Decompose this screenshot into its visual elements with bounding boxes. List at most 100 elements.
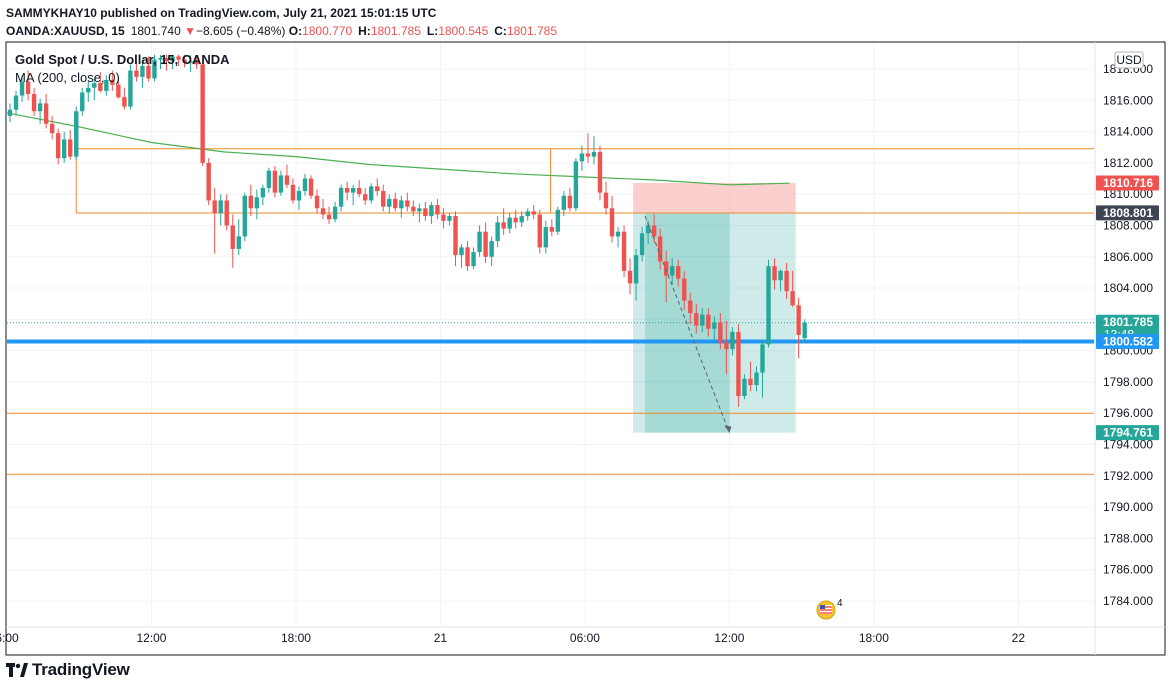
open-value: 1800.770: [302, 24, 353, 38]
candle-body: [272, 170, 278, 193]
candle-body: [236, 236, 241, 249]
candle-body: [61, 139, 67, 159]
time-axis[interactable]: 6:00 12:00 18:00 21 06:00 12:00 18:00 22: [0, 631, 1025, 645]
candle-down: [326, 206, 332, 224]
candle-down: [164, 54, 169, 71]
candle-down: [224, 194, 229, 231]
candle-up: [399, 195, 404, 218]
candle-body: [104, 79, 109, 91]
candle-body: [296, 191, 302, 201]
candle-up: [74, 106, 79, 160]
candle-body: [19, 81, 25, 96]
price-badge-label: 1800.582: [1103, 335, 1153, 349]
down-arrow-icon: ▼: [184, 24, 196, 38]
candle-body: [116, 84, 121, 98]
candle-up: [573, 158, 579, 212]
candle-body: [736, 331, 741, 397]
close-value: 1801.785: [506, 24, 557, 38]
legend-indicator: MA (200, close, 0): [15, 70, 120, 85]
time-tick-label: 12:00: [136, 631, 166, 645]
candle-body: [742, 378, 747, 397]
candle-down: [790, 270, 795, 307]
candle-down: [176, 54, 181, 66]
candle-down: [381, 184, 386, 212]
candle-body: [242, 195, 247, 237]
candle-up: [296, 186, 302, 210]
price-tick-label: 1798.000: [1103, 375, 1153, 389]
candle-up: [236, 219, 241, 256]
candle-up: [766, 259, 771, 348]
candle-body: [134, 70, 139, 77]
candle-up: [86, 81, 91, 102]
candle-up: [670, 258, 675, 285]
candle-body: [621, 231, 627, 271]
candle-up: [61, 131, 67, 163]
price-tick-label: 1808.000: [1103, 218, 1153, 232]
candle-down: [531, 205, 536, 220]
candle-down: [603, 181, 609, 215]
projection-arrowhead: [724, 425, 732, 433]
time-tick-label: 22: [1012, 631, 1026, 645]
candle-body: [37, 103, 43, 112]
price-badge: 1794.761: [1096, 425, 1159, 441]
price-axis[interactable]: 1818.0001816.0001814.0001812.0001810.000…: [1103, 62, 1153, 608]
candle-down: [465, 241, 470, 271]
candle-down: [501, 208, 506, 235]
candle-down: [682, 270, 687, 310]
price-tick-label: 1786.000: [1103, 563, 1153, 577]
candle-body: [579, 153, 585, 162]
candle-body: [212, 200, 217, 213]
footer-branding[interactable]: TradingView: [6, 660, 130, 680]
candle-body: [375, 186, 380, 192]
candle-up: [188, 54, 193, 73]
candle-up: [158, 54, 163, 69]
price-change: −8.605 (−0.48%): [195, 24, 286, 38]
candle-up: [507, 212, 512, 234]
candle-up: [128, 64, 133, 110]
candle-down: [435, 198, 440, 220]
candle-body: [176, 56, 181, 60]
price-badge-label: 1808.801: [1103, 206, 1153, 220]
candle-up: [639, 227, 645, 262]
candle-body: [754, 372, 759, 386]
event-flag-icon[interactable]: 4: [816, 598, 843, 620]
candle-body: [603, 192, 609, 209]
open-label: O:: [288, 24, 303, 38]
candle-up: [278, 170, 284, 196]
candle-body: [170, 56, 175, 62]
candle-body: [13, 95, 19, 110]
last-price: 1801.740: [130, 24, 181, 38]
candle-body: [657, 236, 663, 262]
candle-up: [92, 78, 97, 101]
candle-body: [284, 175, 290, 185]
currency-box[interactable]: USD: [1114, 51, 1144, 69]
price-tick-label: 1790.000: [1103, 500, 1153, 514]
candle-down: [200, 58, 205, 167]
candle-body: [350, 187, 356, 193]
candle-up: [338, 184, 344, 212]
candle-down: [441, 208, 446, 229]
candle-up: [754, 366, 759, 392]
candle-body: [429, 205, 434, 217]
candle-body: [790, 291, 795, 306]
candle-body: [772, 266, 777, 281]
candle-body: [152, 59, 157, 79]
candle-body: [670, 266, 675, 276]
candle-down: [116, 76, 121, 99]
candle-body: [417, 208, 422, 212]
candle-body: [31, 94, 37, 112]
candle-body: [387, 198, 392, 207]
candle-body: [543, 227, 548, 248]
time-tick-label: 06:00: [570, 631, 600, 645]
candle-body: [140, 65, 145, 77]
candle-body: [128, 70, 133, 107]
price-tick-label: 1788.000: [1103, 531, 1153, 545]
candle-body: [68, 139, 73, 157]
chart-frame: [5, 41, 1166, 656]
candle-body: [356, 187, 362, 195]
candle-body: [399, 200, 404, 209]
low-value: 1800.545: [438, 24, 489, 38]
candle-up: [700, 308, 705, 332]
price-tick-label: 1806.000: [1103, 250, 1153, 264]
